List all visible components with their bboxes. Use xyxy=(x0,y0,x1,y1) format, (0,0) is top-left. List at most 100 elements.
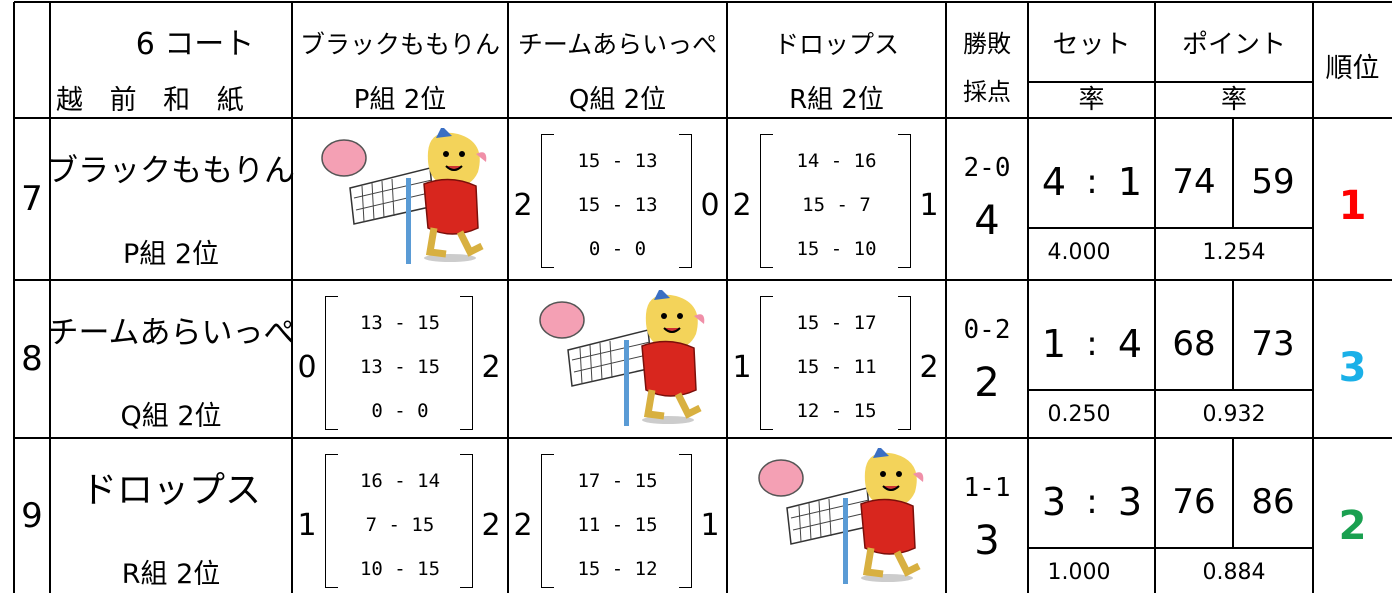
game-score: 12 - 15 xyxy=(796,399,877,422)
game-score: 13 - 15 xyxy=(359,311,441,334)
row-no: 8 xyxy=(21,339,43,379)
header-team: チームあらいっぺ xyxy=(517,29,718,59)
team-group: Q組 2位 xyxy=(120,400,222,432)
game-score: 15 - 12 xyxy=(577,557,658,580)
score: 2 xyxy=(974,360,1000,406)
bracket xyxy=(460,296,473,430)
bracket xyxy=(325,454,338,588)
rule xyxy=(14,279,1392,281)
sets-lost: 1 xyxy=(1117,160,1143,204)
header-points: ポイント xyxy=(1181,30,1286,60)
match-sets: 1 xyxy=(732,350,752,385)
point-rate: 0.884 xyxy=(1202,560,1266,585)
points-for: 68 xyxy=(1172,324,1216,364)
sets-lost: 3 xyxy=(1117,480,1143,524)
mascot xyxy=(321,128,487,264)
set-rate: 4.000 xyxy=(1047,240,1111,265)
rule xyxy=(1027,2,1029,593)
set-rate: 0.250 xyxy=(1047,402,1111,427)
points-for: 74 xyxy=(1172,162,1216,202)
bracket xyxy=(898,134,911,268)
bracket xyxy=(541,134,554,268)
header-group: Q組 2位 xyxy=(568,85,667,115)
rule xyxy=(1232,118,1234,228)
game-score: 15 - 7 xyxy=(802,193,871,216)
header-sets: セット xyxy=(1052,30,1131,60)
rule xyxy=(1028,389,1313,391)
header-group: R組 2位 xyxy=(789,85,884,115)
game-score: 14 - 16 xyxy=(796,149,877,172)
bracket xyxy=(325,296,338,430)
sets-won: 3 xyxy=(1041,480,1067,524)
rule xyxy=(1232,280,1234,390)
point-rate: 1.254 xyxy=(1202,240,1266,265)
match-sets: 2 xyxy=(513,188,533,223)
match-sets: 1 xyxy=(919,188,939,223)
bracket xyxy=(679,134,692,268)
match-sets: 1 xyxy=(297,508,317,543)
game-score: 0 - 0 xyxy=(371,399,429,422)
points-against: 86 xyxy=(1251,482,1295,522)
game-score: 15 - 13 xyxy=(577,193,658,216)
bracket xyxy=(460,454,473,588)
rule xyxy=(1028,227,1313,229)
match-sets: 2 xyxy=(919,350,939,385)
sets-sep: : xyxy=(1086,482,1098,522)
rule xyxy=(49,2,51,593)
sets-sep: : xyxy=(1086,324,1098,364)
team-name: チームあらいっぺ xyxy=(47,314,295,351)
sets-won: 1 xyxy=(1041,322,1067,366)
rule xyxy=(14,1,1392,3)
rule xyxy=(507,2,509,593)
bracket xyxy=(898,296,911,430)
rule xyxy=(13,2,15,593)
mascot xyxy=(757,448,923,584)
score: 3 xyxy=(974,518,1000,564)
team-group: R組 2位 xyxy=(121,558,221,590)
rule xyxy=(14,117,1392,119)
header-result: 採点 xyxy=(963,78,1011,106)
match-sets: 1 xyxy=(700,508,720,543)
sets-lost: 4 xyxy=(1117,322,1143,366)
bracket xyxy=(541,454,554,588)
mascot xyxy=(538,290,704,426)
points-against: 59 xyxy=(1251,162,1295,202)
match-sets: 2 xyxy=(481,350,501,385)
game-score: 13 - 15 xyxy=(359,355,441,378)
game-score: 15 - 17 xyxy=(796,311,877,334)
rule xyxy=(1154,2,1156,593)
team-name: ドロップス xyxy=(80,470,261,511)
header-venue: 越 前 和 紙 xyxy=(56,84,244,116)
record: 1-1 xyxy=(963,473,1011,503)
header-team: ドロップス xyxy=(773,29,899,59)
score: 4 xyxy=(974,198,1000,244)
team-group: P組 2位 xyxy=(122,238,220,270)
match-sets: 0 xyxy=(297,350,317,385)
points-against: 73 xyxy=(1251,324,1295,364)
rule xyxy=(945,2,947,593)
rule xyxy=(1028,547,1313,549)
row-no: 7 xyxy=(21,179,43,219)
header-result: 勝敗 xyxy=(963,30,1011,58)
points-for: 76 xyxy=(1172,482,1216,522)
match-sets: 2 xyxy=(732,188,752,223)
team-name: ブラックももりん xyxy=(47,152,295,189)
record: 2-0 xyxy=(963,153,1011,183)
game-score: 15 - 13 xyxy=(577,149,658,172)
rule xyxy=(1028,81,1313,83)
rule xyxy=(14,437,1392,439)
rule xyxy=(291,2,293,593)
bracket xyxy=(760,296,773,430)
bracket xyxy=(679,454,692,588)
game-score: 11 - 15 xyxy=(577,513,658,536)
game-score: 15 - 10 xyxy=(796,237,877,260)
rank: 2 xyxy=(1338,503,1367,549)
game-score: 10 - 15 xyxy=(359,557,441,580)
match-sets: 2 xyxy=(481,508,501,543)
header-rank: 順位 xyxy=(1325,52,1380,84)
rank: 1 xyxy=(1338,183,1367,229)
game-score: 16 - 14 xyxy=(359,469,441,492)
header-rate: 率 xyxy=(1078,85,1105,115)
set-rate: 1.000 xyxy=(1047,560,1111,585)
